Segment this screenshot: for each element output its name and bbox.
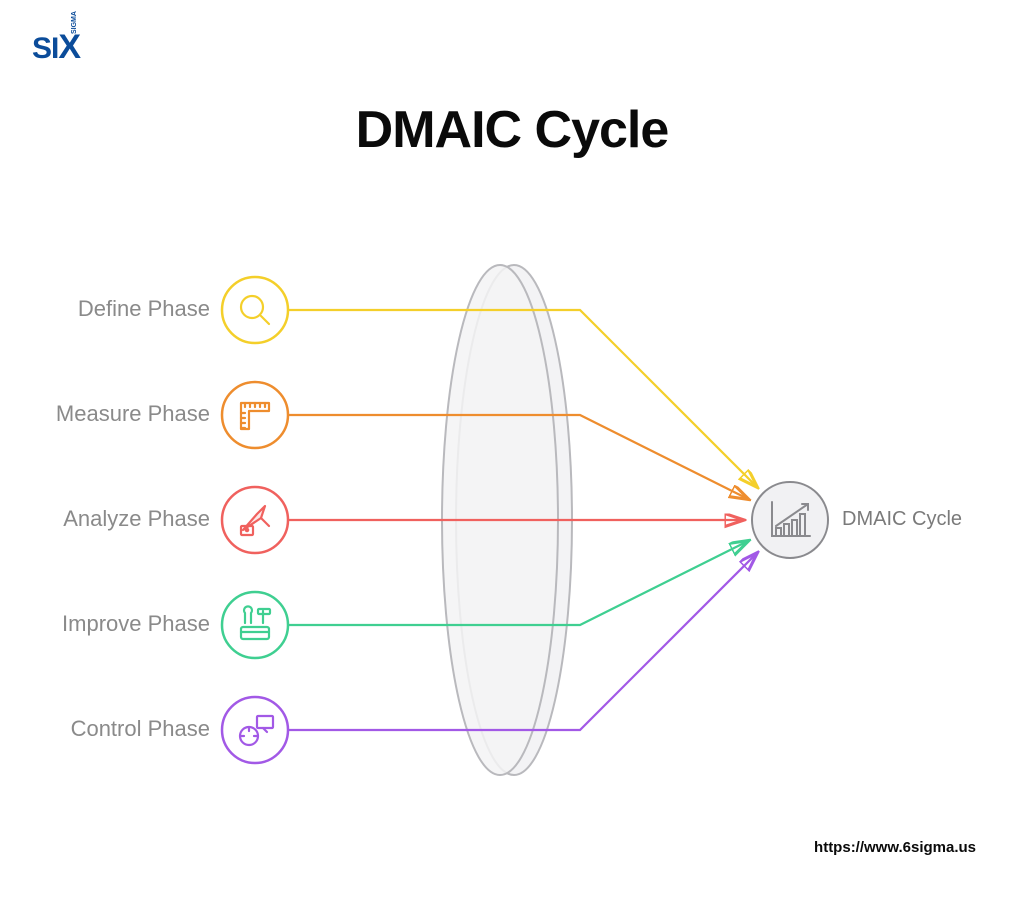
phase-label-1: Measure Phase: [40, 401, 210, 427]
toolbox-icon-circle: [222, 592, 288, 658]
logo-sigma: SIGMA: [71, 11, 78, 34]
page-title: DMAIC Cycle: [0, 100, 1024, 160]
magnifier-icon-circle: [222, 277, 288, 343]
ruler-icon-circle: [222, 382, 288, 448]
phase-label-0: Define Phase: [40, 296, 210, 322]
result-label: DMAIC Cycle: [842, 508, 962, 531]
six-sigma-logo: SISIGMAX: [32, 28, 80, 67]
logo-i: ISIGMA: [51, 32, 58, 65]
dmaic-diagram: Define Phase Measure Phase Analyze Phase Im…: [0, 240, 1024, 800]
phase-label-4: Control Phase: [40, 716, 210, 742]
phase-label-2: Analyze Phase: [40, 506, 210, 532]
logo-s: S: [32, 32, 51, 65]
footer-url: https://www.6sigma.us: [814, 839, 976, 856]
result-circle: [752, 482, 828, 558]
phase-label-3: Improve Phase: [40, 611, 210, 637]
